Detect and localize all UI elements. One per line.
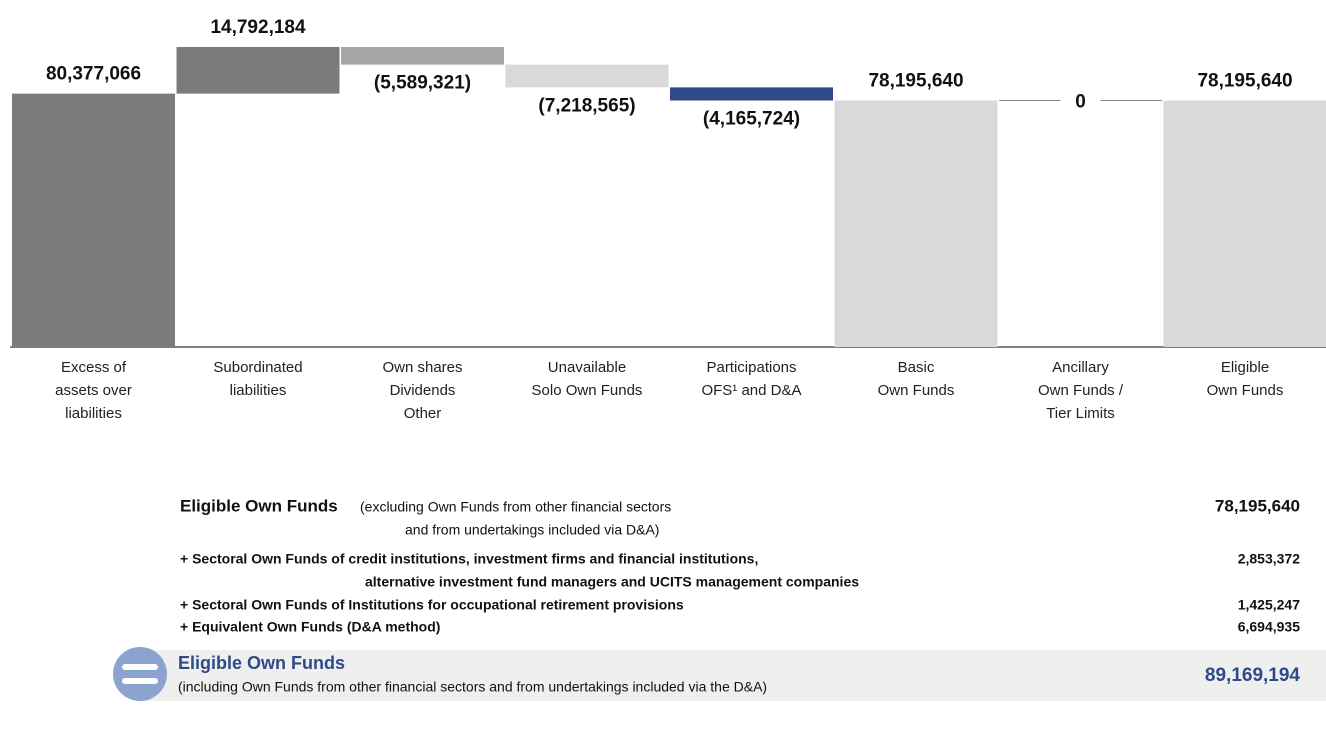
x-tick-label: Own Funds xyxy=(878,382,955,399)
x-tick-label: Solo Own Funds xyxy=(532,382,643,399)
x-tick-label: Other xyxy=(404,405,442,422)
value-label: 0 xyxy=(1075,92,1086,113)
x-tick-label: liabilities xyxy=(65,405,122,422)
bar xyxy=(1163,100,1326,347)
row-text: alternative investment fund managers and… xyxy=(365,574,859,590)
bar xyxy=(670,87,833,101)
row-text: + Sectoral Own Funds of Institutions for… xyxy=(180,597,684,613)
x-tick-label: Own Funds xyxy=(1207,382,1284,399)
value-label: (5,589,321) xyxy=(374,73,471,94)
x-tick-label: liabilities xyxy=(230,382,287,399)
x-tick-label: Tier Limits xyxy=(1046,405,1115,422)
x-tick-label: Participations xyxy=(706,359,796,376)
value-label: (4,165,724) xyxy=(703,109,800,130)
total-note: (including Own Funds from other financia… xyxy=(178,679,767,695)
x-tick-label: Excess of xyxy=(61,359,127,376)
row-note: (excluding Own Funds from other financia… xyxy=(360,499,671,515)
x-tick-label: Ancillary xyxy=(1052,359,1109,376)
x-tick-label: Subordinated xyxy=(213,359,302,376)
total-band xyxy=(138,650,1326,701)
total-title: Eligible Own Funds xyxy=(178,653,345,673)
value-label: 78,195,640 xyxy=(868,71,963,92)
bar xyxy=(12,93,175,347)
x-tick-label: Own shares xyxy=(382,359,462,376)
row-value: 6,694,935 xyxy=(1238,619,1300,635)
row-title: Eligible Own Funds xyxy=(180,496,338,515)
value-label: 78,195,640 xyxy=(1197,71,1292,92)
x-tick-label: Own Funds / xyxy=(1038,382,1124,399)
value-label: 14,792,184 xyxy=(210,17,306,38)
row-value: 2,853,372 xyxy=(1238,551,1300,567)
row-text: + Equivalent Own Funds (D&A method) xyxy=(180,619,440,635)
x-tick-label: assets over xyxy=(55,382,132,399)
row-value: 78,195,640 xyxy=(1215,496,1300,515)
x-tick-label: Unavailable xyxy=(548,359,626,376)
value-label: 80,377,066 xyxy=(46,64,141,85)
equals-bar xyxy=(122,664,158,670)
value-label: (7,218,565) xyxy=(538,95,635,116)
bar xyxy=(505,64,669,88)
bar xyxy=(176,47,340,94)
x-tick-label: OFS¹ and D&A xyxy=(701,382,801,399)
row-text: + Sectoral Own Funds of credit instituti… xyxy=(180,551,758,567)
equals-bar xyxy=(122,678,158,684)
row-note: and from undertakings included via D&A) xyxy=(405,522,659,538)
equals-icon xyxy=(113,647,167,701)
bar xyxy=(834,100,998,347)
bar xyxy=(341,47,504,65)
total-value: 89,169,194 xyxy=(1205,665,1301,686)
row-value: 1,425,247 xyxy=(1238,597,1300,613)
x-tick-label: Dividends xyxy=(390,382,456,399)
x-tick-label: Basic xyxy=(898,359,935,376)
x-tick-label: Eligible xyxy=(1221,359,1269,376)
